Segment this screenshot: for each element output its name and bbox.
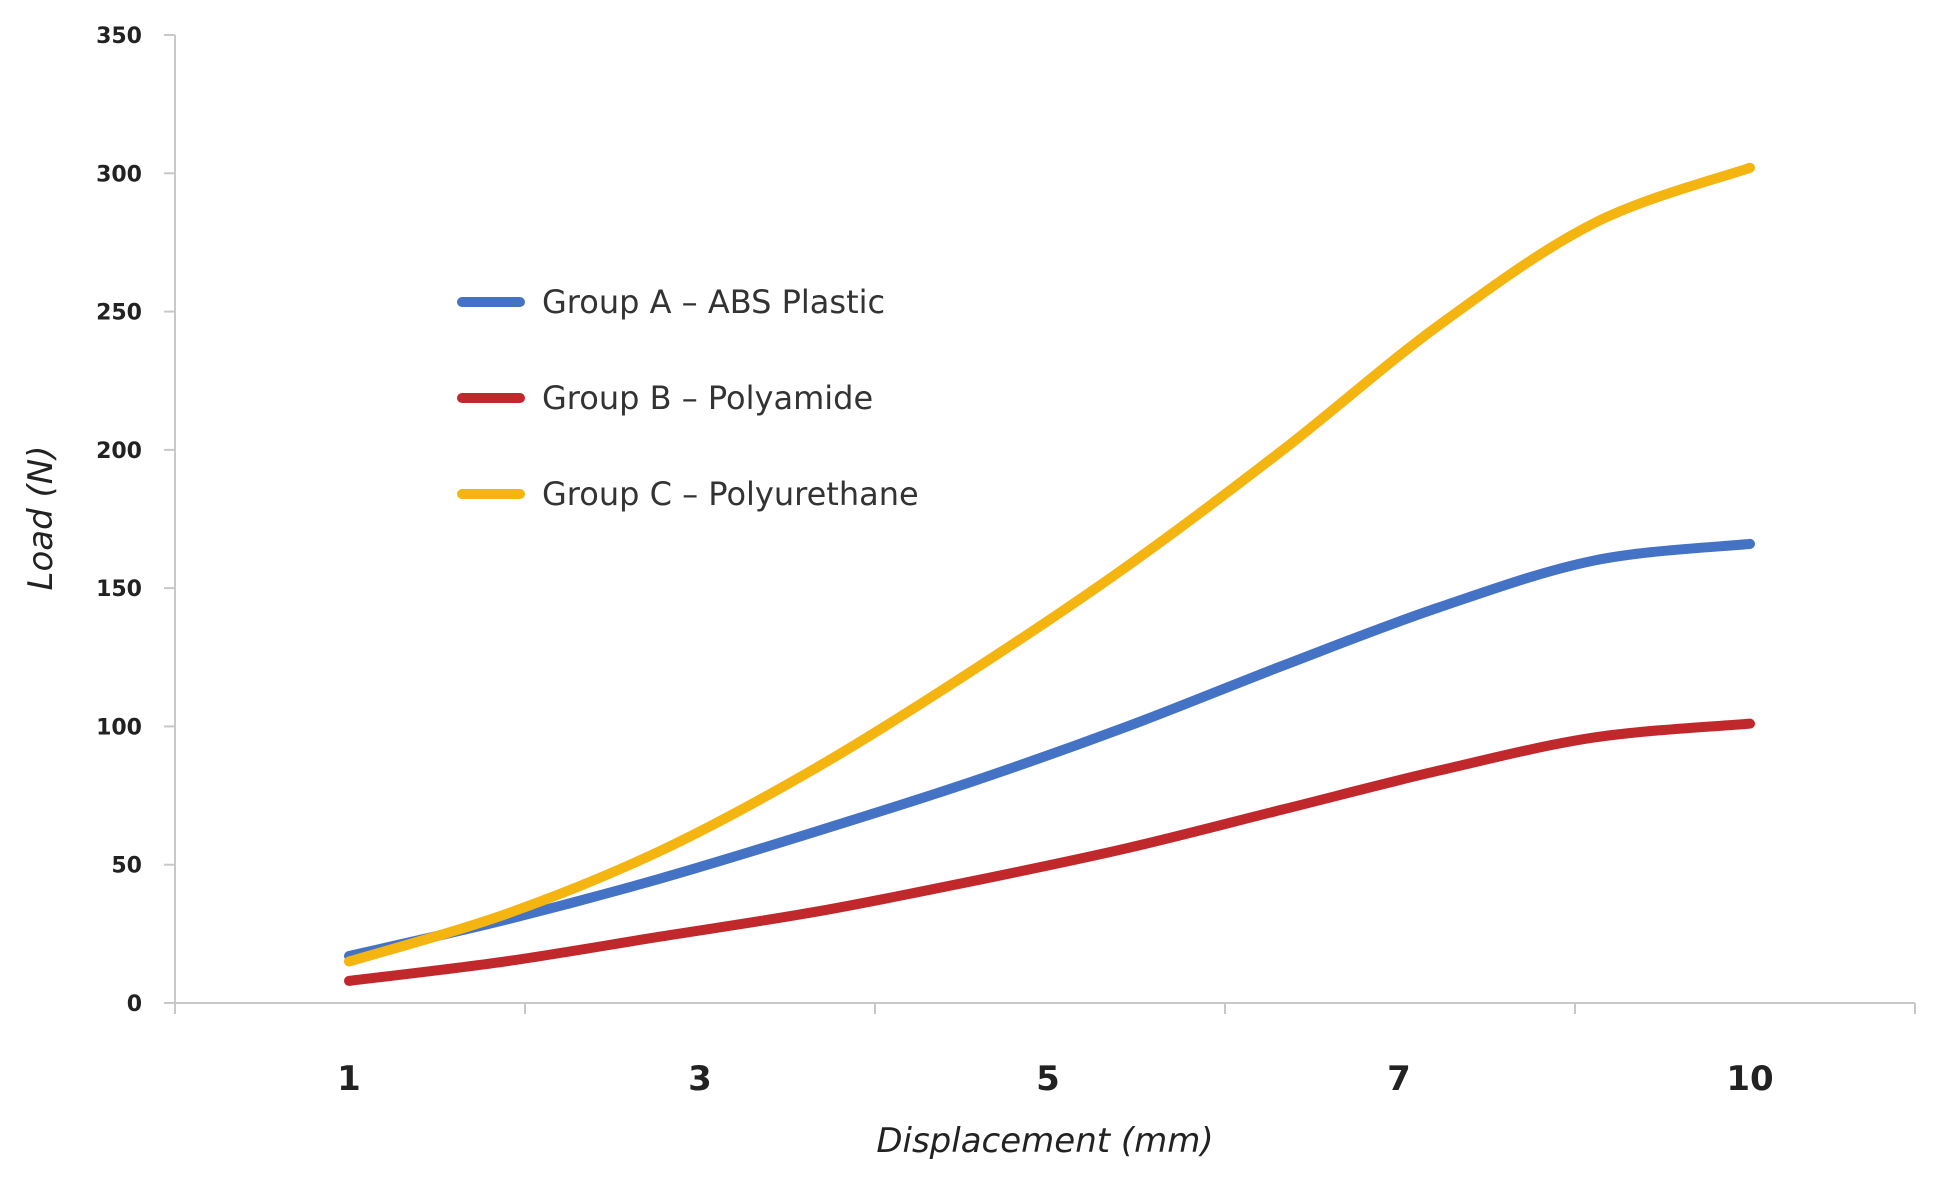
- x-axis-title: Displacement (mm): [876, 1121, 1213, 1161]
- x-axis-ticks: 1 3 5 7 10: [174, 1003, 1916, 1099]
- x-tick-label: 3: [688, 1059, 712, 1099]
- legend: Group A – ABS Plastic Group B – Polyamide…: [457, 283, 919, 513]
- series-lines: [344, 162, 1755, 986]
- series-line-group-a: [344, 538, 1755, 961]
- y-tick-label: 350: [96, 24, 142, 49]
- y-tick-label: 250: [96, 301, 142, 326]
- legend-label: Group A – ABS Plastic: [542, 283, 885, 321]
- series-line-group-b: [344, 718, 1755, 986]
- legend-label: Group C – Polyurethane: [542, 475, 919, 513]
- x-tick-label: 1: [337, 1059, 361, 1099]
- x-tick-label: 5: [1036, 1059, 1060, 1099]
- y-tick-label: 200: [96, 439, 142, 464]
- x-tick-label: 10: [1726, 1059, 1773, 1099]
- x-tick-label: 7: [1387, 1059, 1411, 1099]
- y-axis-ticks: 0 50 100 150 200 250 300 350: [96, 24, 175, 1017]
- y-tick-label: 100: [96, 715, 142, 740]
- y-tick-label: 0: [127, 992, 142, 1017]
- legend-label: Group B – Polyamide: [542, 379, 873, 417]
- y-tick-label: 300: [96, 162, 142, 187]
- y-tick-label: 50: [111, 854, 142, 879]
- y-tick-label: 150: [96, 577, 142, 602]
- series-line-group-c: [344, 162, 1755, 967]
- y-axis-title: Load (N): [21, 446, 61, 591]
